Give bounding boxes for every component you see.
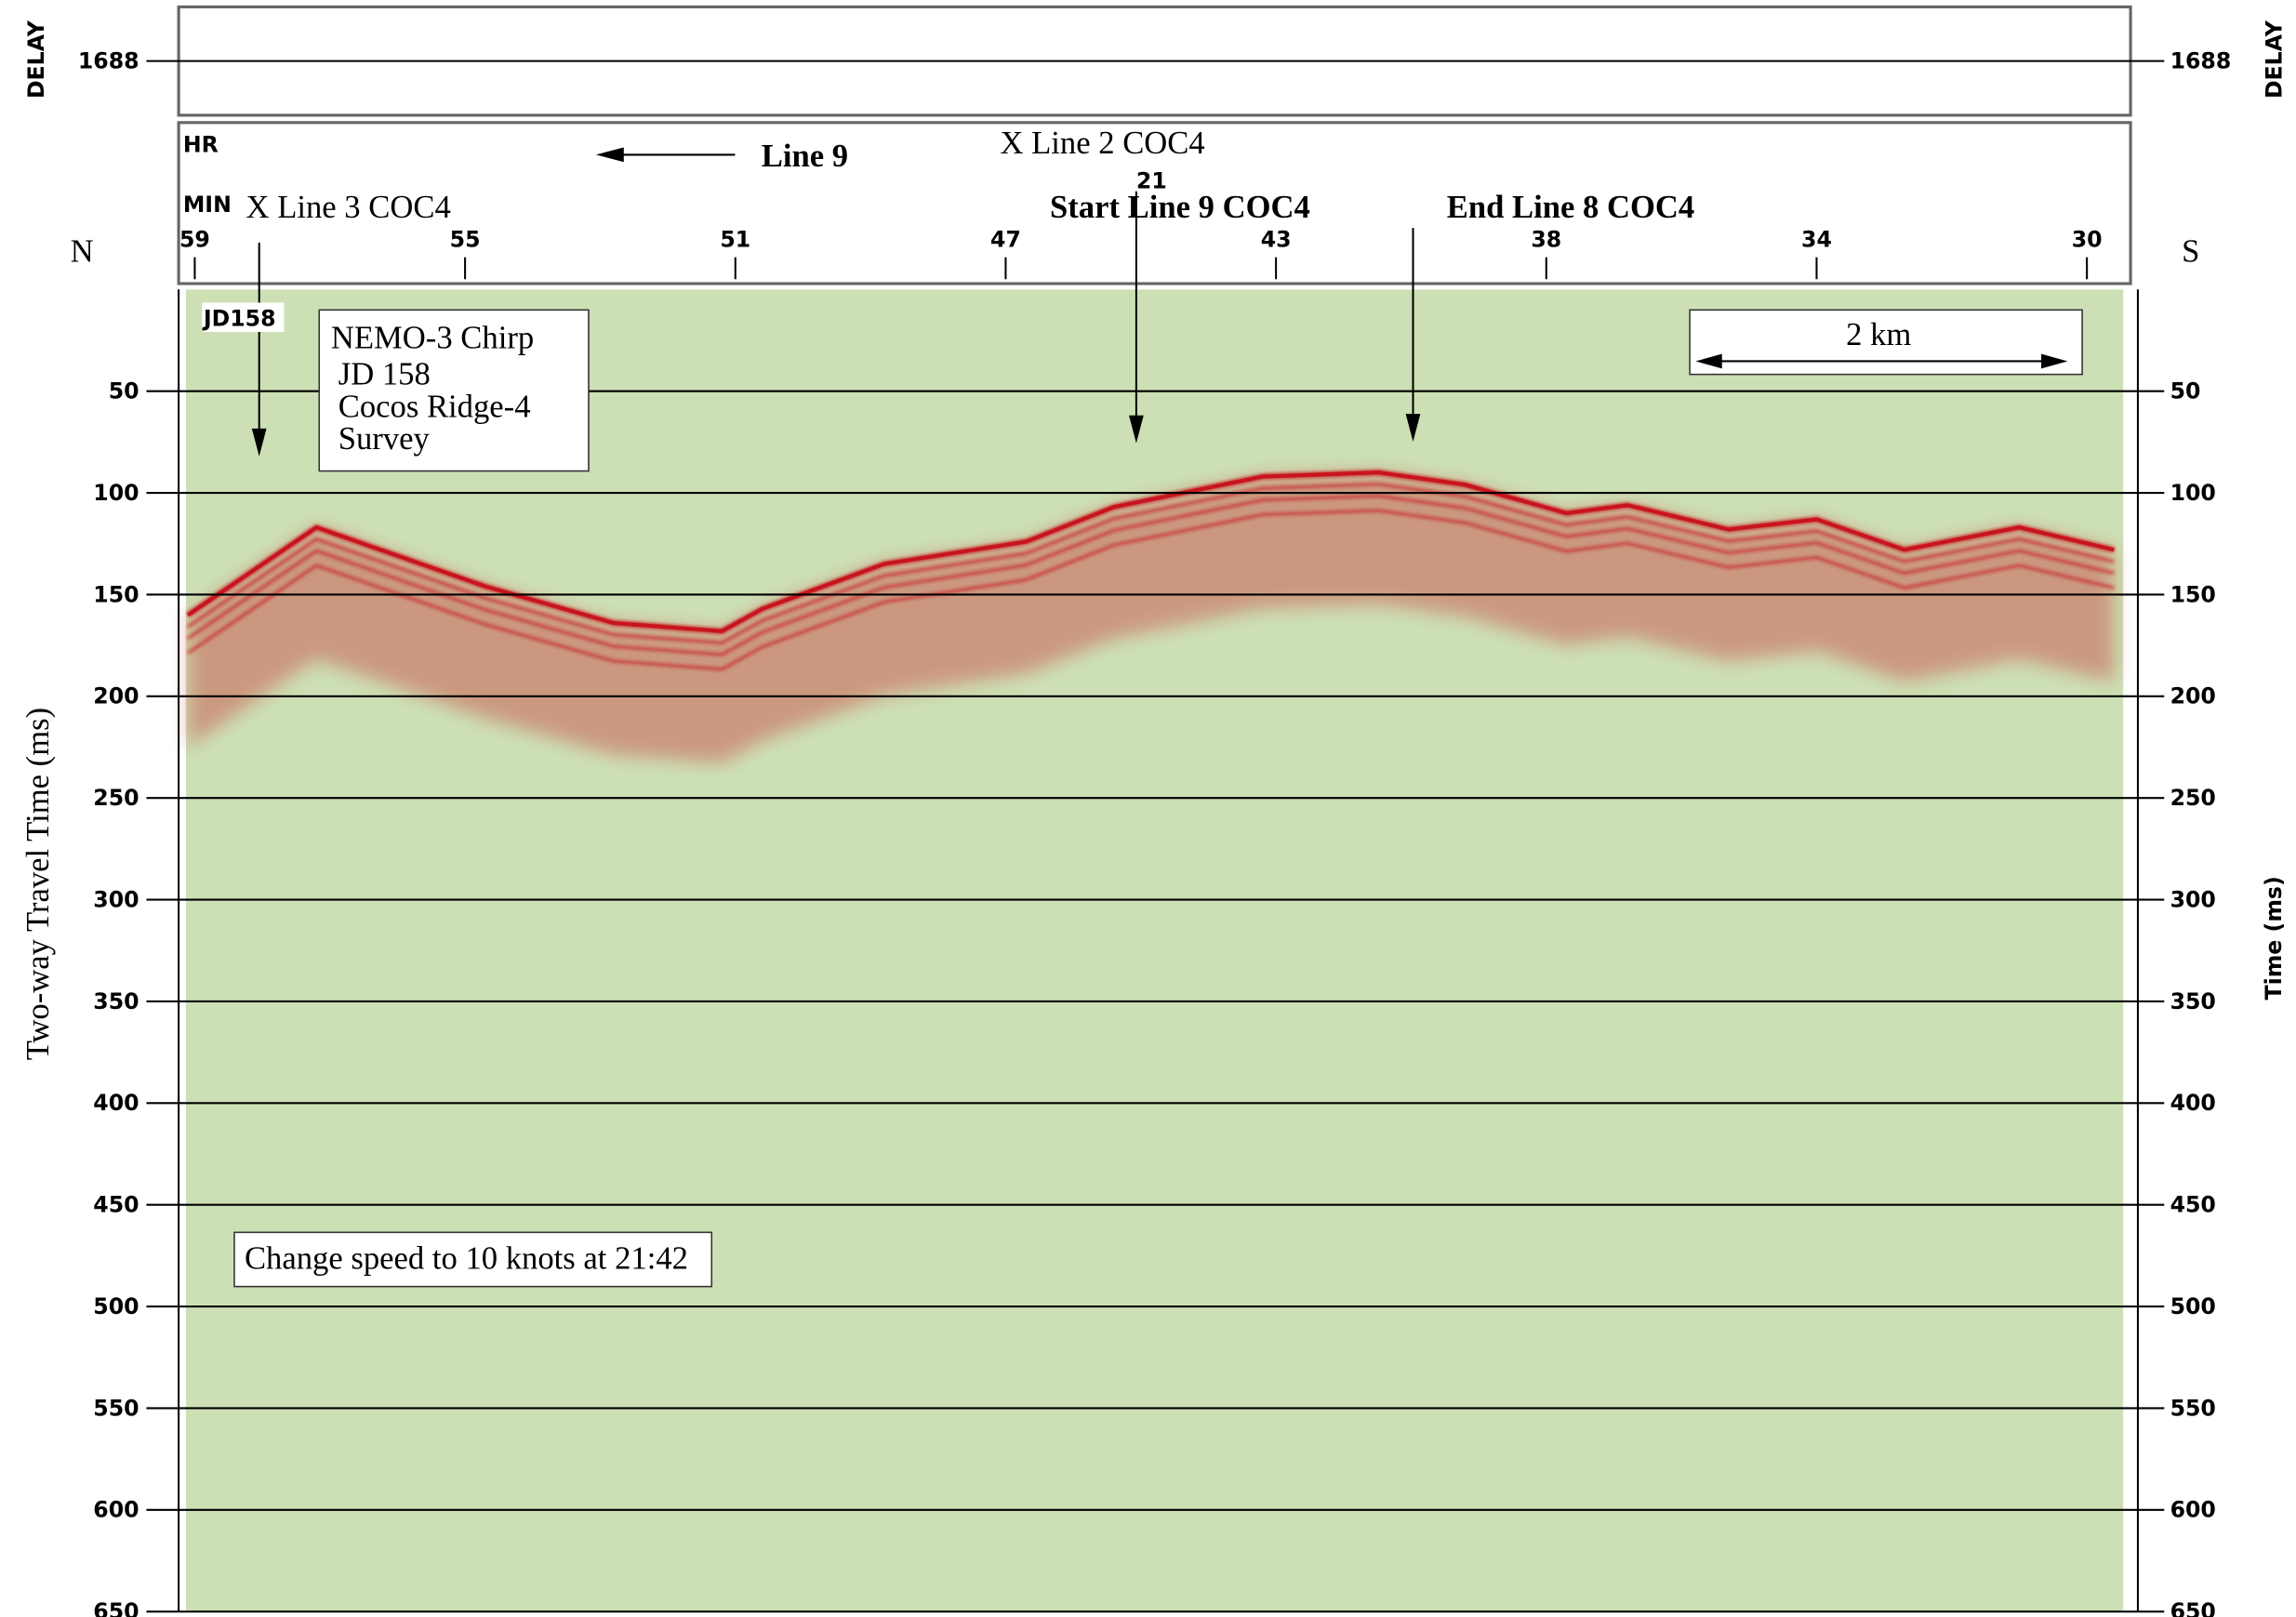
annotation: End Line 8 COC4 [1447, 190, 1694, 225]
y2-tick-label: 350 [2170, 988, 2216, 1014]
x-tick-label: 38 [1531, 227, 1561, 253]
y2-tick-label: 500 [2170, 1293, 2216, 1319]
x-tick-label: 34 [1801, 227, 1832, 253]
delay-value: 1688 [78, 48, 139, 74]
y-tick-label: 200 [93, 683, 139, 709]
y-tick-label: 250 [93, 785, 139, 811]
y-tick-label: 150 [93, 581, 139, 607]
y2-tick-label: 150 [2170, 581, 2216, 607]
plot-background [185, 289, 2124, 1612]
info-box [318, 309, 590, 472]
scale-bar-label: 2 km [1846, 317, 1911, 352]
x-tick-label: 55 [450, 227, 481, 253]
hour-value: 21 [1136, 168, 1167, 194]
y2-tick-label: 300 [2170, 886, 2216, 912]
arrow-head [1695, 353, 1722, 369]
y2-tick-label: 550 [2170, 1395, 2216, 1421]
y2-tick-label: 400 [2170, 1090, 2216, 1116]
info-text: NEMO-3 Chirp [331, 320, 534, 355]
delay-label: DELAY [23, 20, 49, 99]
y2-axis-label: Time (ms) [2261, 876, 2287, 1000]
note-box [233, 1231, 713, 1288]
y-tick-label: 550 [93, 1395, 139, 1421]
info-text: JD 158 [338, 357, 431, 392]
compass-north: N [71, 233, 94, 269]
arrow-head [2041, 353, 2068, 369]
x-tick-label: 47 [990, 227, 1021, 253]
y-tick-label: 400 [93, 1090, 139, 1116]
info-text: Cocos Ridge-4 [338, 389, 531, 424]
hour-label: HR [183, 131, 219, 157]
y2-tick-label: 250 [2170, 785, 2216, 811]
annotation: Line 9 [762, 139, 848, 174]
arrow-head [1129, 415, 1144, 444]
x-tick-label: 51 [720, 227, 750, 253]
y-tick-label: 450 [93, 1192, 139, 1218]
delay-label: DELAY [2261, 20, 2287, 99]
delay-value: 1688 [2170, 48, 2232, 74]
y-tick-label: 650 [93, 1598, 139, 1617]
y2-tick-label: 50 [2170, 378, 2201, 404]
y-tick-label: 50 [109, 378, 139, 404]
day-label-bg [202, 302, 285, 332]
scale-bar-box [1689, 309, 2083, 376]
y-axis-label: Two-way Travel Time (ms) [20, 708, 56, 1060]
arrow-head [1405, 414, 1421, 443]
annotation: Start Line 9 COC4 [1050, 190, 1310, 225]
x-tick-label: 43 [1261, 227, 1292, 253]
compass-south: S [2182, 233, 2199, 269]
minute-label: MIN [183, 192, 232, 218]
x-tick-label: 30 [2072, 227, 2103, 253]
plot-area: 50 50 100 100 150 150 200 200 250 250 300 300 350 350… [93, 227, 2216, 1617]
header-panel [177, 121, 2132, 285]
y-tick-label: 300 [93, 886, 139, 912]
reflector-echo [187, 494, 2115, 656]
reflector-echo [187, 509, 2115, 671]
y2-tick-label: 600 [2170, 1497, 2216, 1523]
y-tick-label: 500 [93, 1293, 139, 1319]
note: Change speed to 10 knots at 21:42 [245, 1241, 688, 1277]
arrow-head [595, 147, 624, 163]
y2-tick-label: 200 [2170, 683, 2216, 709]
annotation: X Line 2 COC4 [1000, 126, 1204, 161]
reflector-echo [187, 483, 2115, 645]
overlay: JD158 NEMO-3 Chirp JD 158 Cocos Ridge-4 … [20, 191, 2287, 1288]
x-tick-label: 59 [179, 227, 210, 253]
y-tick-label: 600 [93, 1497, 139, 1523]
seafloor [187, 471, 2115, 633]
y2-tick-label: 450 [2170, 1192, 2216, 1218]
annotation: X Line 3 COC4 [246, 190, 451, 225]
arrow-head [251, 428, 267, 457]
y2-tick-label: 100 [2170, 480, 2216, 506]
info-text: Survey [338, 421, 431, 457]
y-tick-label: 350 [93, 988, 139, 1014]
day-label: JD158 [202, 306, 276, 332]
y-tick-label: 100 [93, 480, 139, 506]
y2-tick-label: 650 [2170, 1598, 2216, 1617]
